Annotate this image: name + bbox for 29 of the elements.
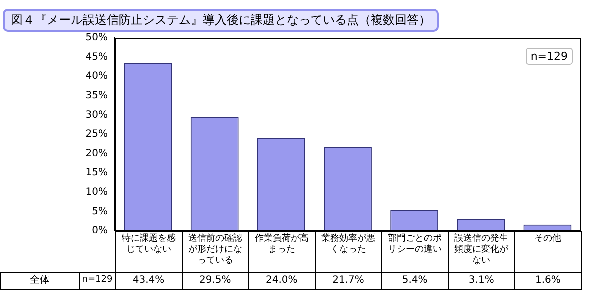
text: n=129 — [82, 275, 113, 285]
y-tick-label: 40% — [86, 71, 108, 82]
x-tick-label: 業務効率が悪くなった — [314, 231, 382, 273]
y-tick-label: 15% — [86, 168, 108, 179]
data-label: 29.5% — [182, 272, 250, 290]
x-tick-label: 作業負荷が高まった — [248, 231, 316, 273]
y-tick-label: 10% — [86, 186, 108, 198]
y-tick-label: 0% — [92, 226, 108, 237]
data-label: 21.7% — [314, 272, 382, 290]
data-label: 3.1% — [448, 272, 516, 290]
data-label: 1.6% — [514, 272, 582, 290]
data-label: 5.4% — [381, 272, 449, 290]
x-tick-label: 部門ごとのポリシーの違い — [381, 231, 449, 273]
text: 全体 — [0, 272, 80, 290]
x-tick-label: 送信前の確認が形だけになっている — [182, 231, 250, 273]
y-tick-label: 5% — [92, 206, 108, 218]
chart-title: 図４『メール誤送信防止システム』導入後に課題となっている点（複数回答） — [3, 9, 439, 32]
y-tick-label: 45% — [86, 52, 108, 63]
y-tick-label: 50% — [86, 32, 108, 44]
x-tick-label: その他 — [514, 231, 582, 273]
y-tick-label: 35% — [86, 90, 108, 102]
data-label: 24.0% — [248, 272, 316, 290]
x-tick-label: 特に課題を感じていない — [115, 231, 183, 273]
data-label: 43.4% — [115, 272, 183, 290]
y-tick-label: 30% — [86, 110, 108, 121]
y-tick-label: 25% — [86, 129, 108, 140]
x-tick-label: 誤送信の発生頻度に変化がない — [448, 231, 516, 273]
y-tick-label: 20% — [86, 148, 108, 160]
annotation: n=129 — [526, 48, 573, 65]
